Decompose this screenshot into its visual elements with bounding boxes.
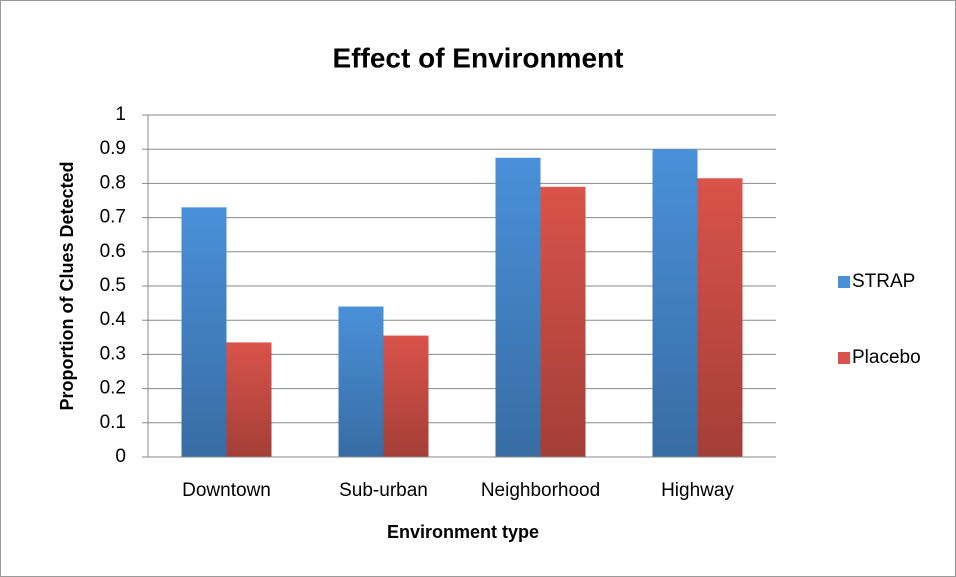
x-tick-label: Neighborhood [481, 480, 600, 501]
bar-shade [495, 157, 541, 457]
legend-label: Placebo [852, 347, 921, 368]
x-tick-label: Downtown [182, 480, 271, 501]
y-tick-label: 0.3 [100, 343, 126, 364]
y-tick-label: 0 [115, 446, 126, 467]
x-tick-label: Sub-urban [339, 480, 428, 501]
y-tick-label: 0.8 [100, 172, 126, 193]
y-axis-title: Proportion of Clues Detected [57, 161, 77, 410]
legend-label: STRAP [852, 271, 915, 292]
x-tick-label: Highway [661, 480, 734, 501]
y-tick-label: 0.1 [100, 412, 126, 433]
chart-title: Effect of Environment [333, 42, 624, 73]
y-tick-label: 0.9 [100, 138, 126, 159]
bar-shade [181, 207, 227, 457]
y-tick-label: 0.7 [100, 207, 126, 228]
y-tick-label: 0.6 [100, 241, 126, 262]
x-axis-title: Environment type [387, 522, 539, 542]
legend-swatch [838, 352, 850, 364]
y-tick-label: 0.4 [100, 309, 127, 330]
bar-shade [652, 149, 698, 457]
bar-shade [383, 335, 429, 457]
bar-shade [540, 186, 586, 457]
bar-shade [697, 178, 743, 457]
bar-shade [338, 306, 384, 457]
legend-swatch [838, 276, 850, 288]
y-tick-label: 0.5 [100, 275, 126, 296]
y-tick-label: 0.2 [100, 378, 126, 399]
y-tick-label: 1 [115, 104, 126, 125]
bar-shade [226, 342, 272, 457]
